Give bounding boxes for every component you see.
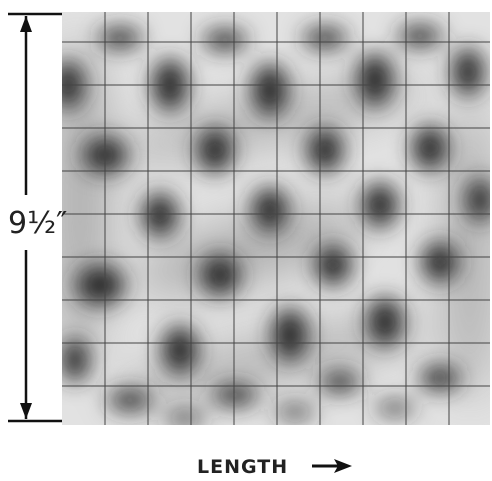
pattern-image: [50, 12, 492, 425]
dimension-label: 9½″: [8, 206, 67, 241]
arrowhead-bottom: [20, 403, 32, 419]
figure: 9½″ LENGTH: [0, 0, 492, 481]
axis-label: LENGTH: [197, 456, 288, 478]
page: 9½″ LENGTH (() => { const data = JSON.pa…: [0, 0, 492, 481]
length-arrow: [312, 459, 352, 473]
arrowhead-top: [20, 16, 32, 32]
